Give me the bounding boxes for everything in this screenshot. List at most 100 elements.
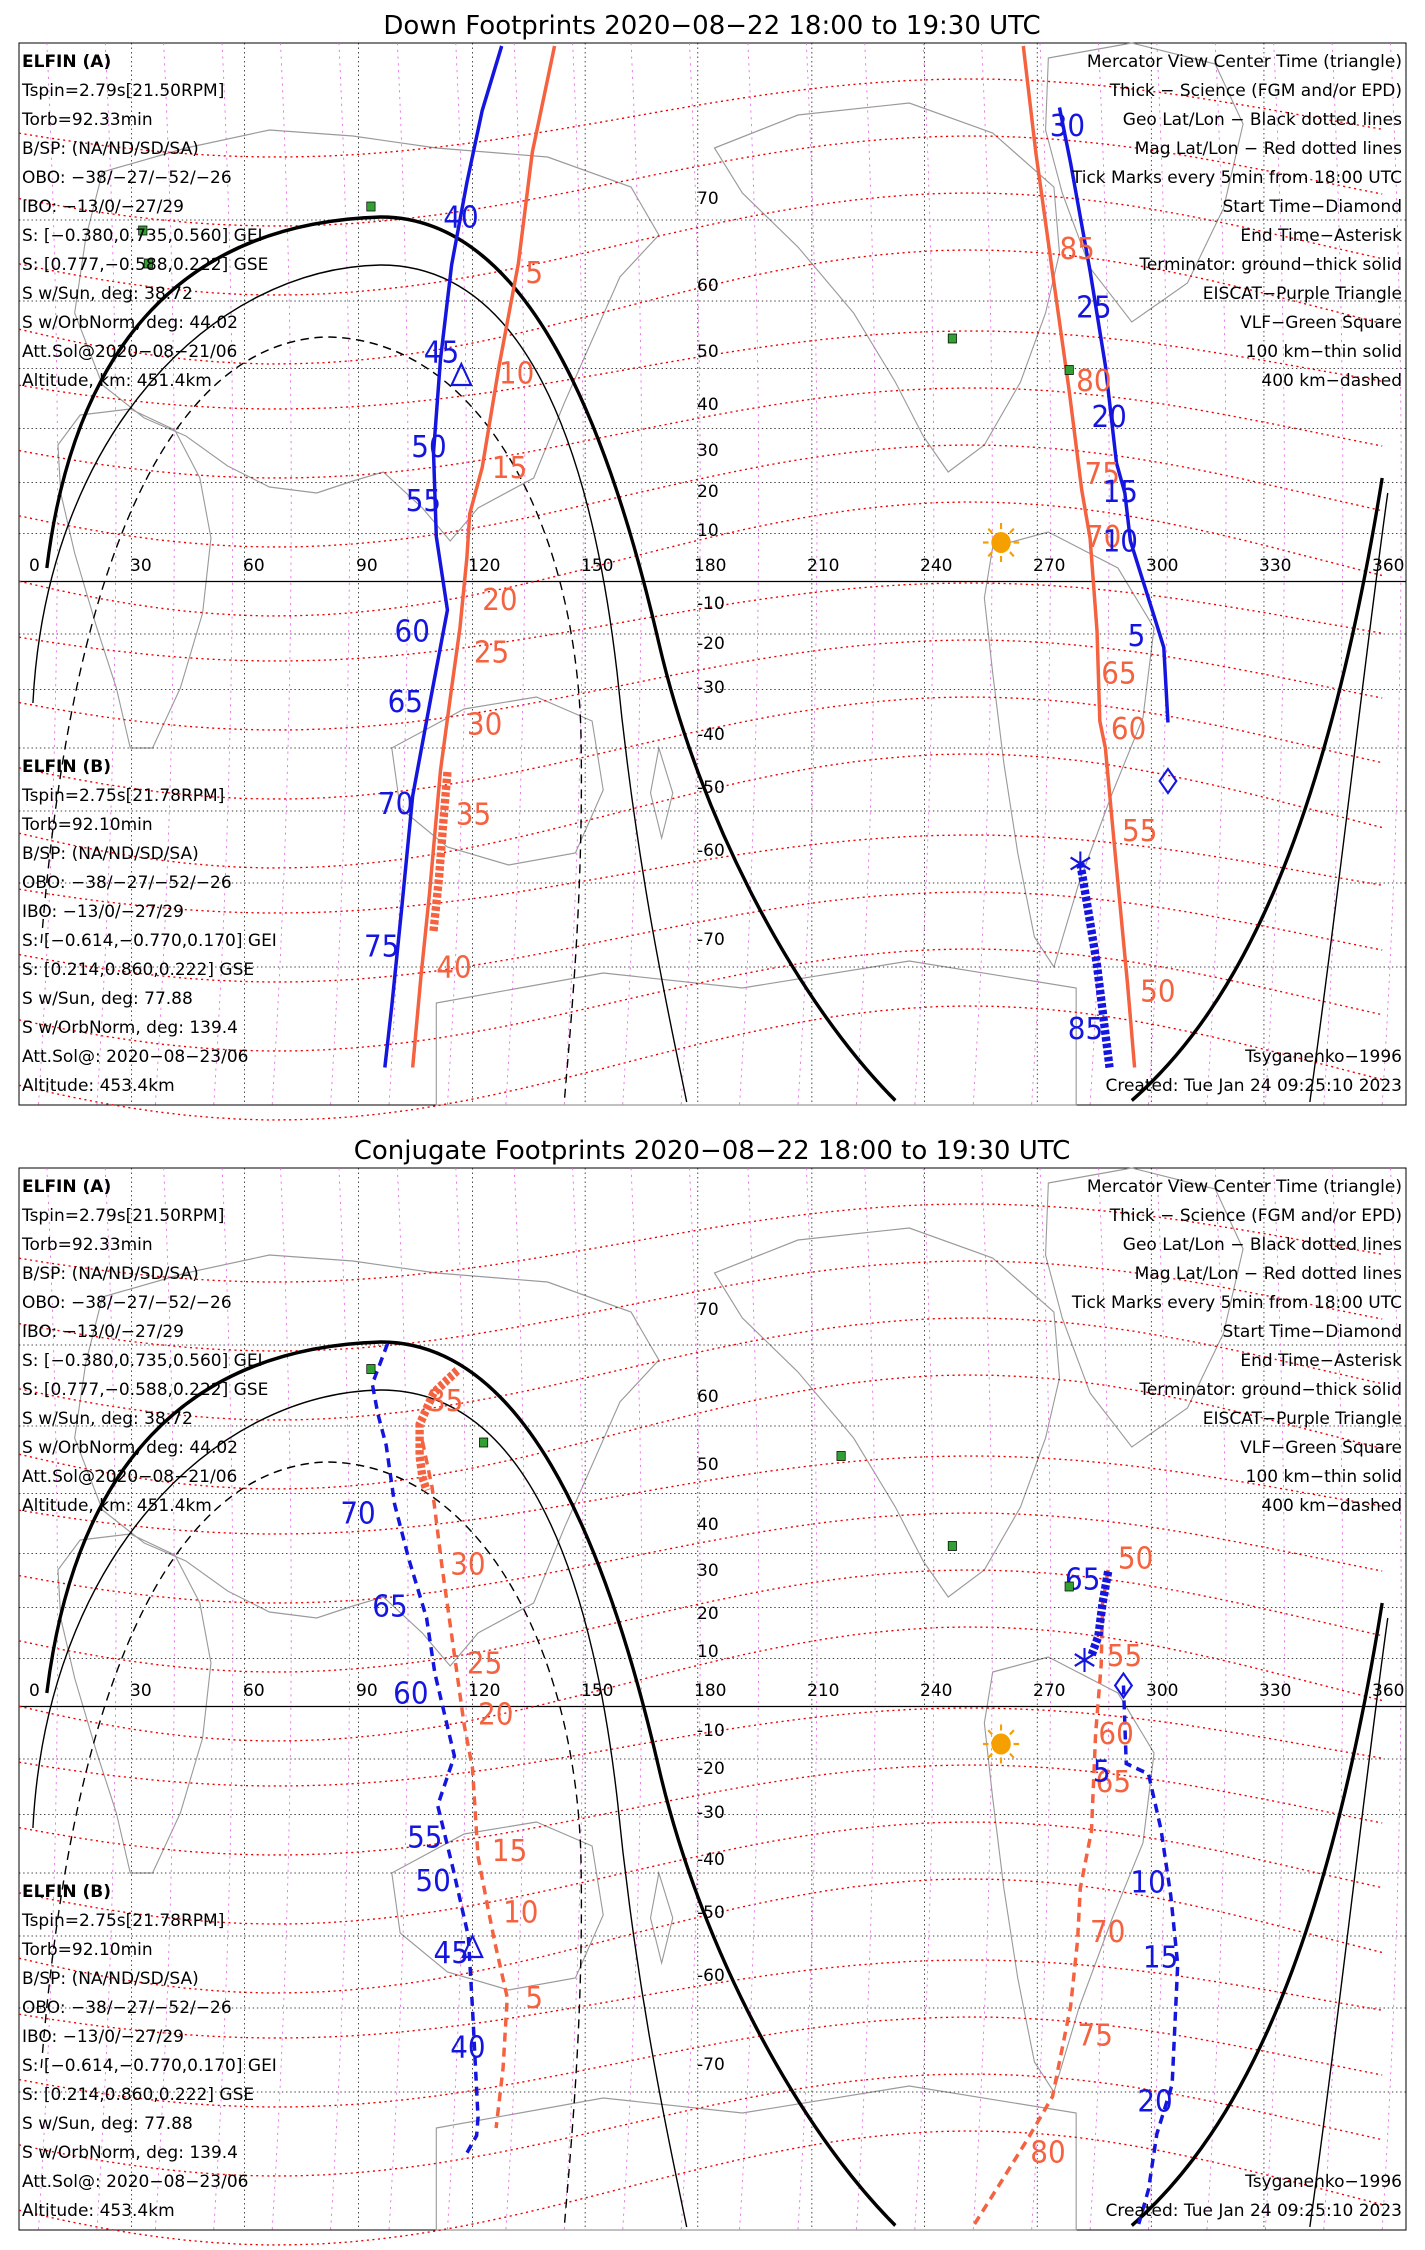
terminator-ground <box>1130 477 1384 1102</box>
terminator-ground <box>45 215 897 1102</box>
sun-ray <box>1009 527 1015 534</box>
vlf-station-square-icon <box>479 1437 489 1448</box>
elfin-a-tick-label: 60 <box>393 1676 428 1711</box>
elfin-a-tick-label: 15 <box>1103 474 1138 509</box>
elfin-b-tick-label: 25 <box>467 1646 502 1681</box>
sun-icon <box>991 532 1011 553</box>
info-line: Att.Sol@2020−08−21/06 <box>22 342 237 362</box>
info-line: IBO: −13/0/−27/29 <box>22 1322 184 1342</box>
elfin-b-tick-label: 5 <box>525 255 543 290</box>
mag-latitude-line <box>18 639 1383 731</box>
lon-label: 300 <box>1146 1681 1178 1701</box>
map-content: 8580757065605550510152025303540302520151… <box>18 42 1407 1121</box>
center-time-triangle-icon <box>449 361 473 387</box>
vlf-station-square-icon <box>1064 365 1074 375</box>
down-footprints-panel: Down Footprints 2020−08−22 18:00 to 19:3… <box>18 11 1407 1121</box>
info-line: OBO: −38/−27/−52/−26 <box>22 1998 232 2018</box>
elfin-a-tick-label: 65 <box>372 1589 407 1624</box>
lon-label: 90 <box>356 1681 378 1701</box>
elfin-b-tick-label: 10 <box>503 1895 538 1930</box>
mag-latitude-line <box>18 330 1383 410</box>
elfin-b-tick-label: 75 <box>1078 2018 1113 2053</box>
elfin-b-name: ELFIN (B) <box>22 757 111 777</box>
elfin-b-tick-label: 55 <box>1122 813 1157 848</box>
info-line: Altitude, km: 451.4km <box>22 1496 212 1516</box>
elfin-b-tick-label: 85 <box>1059 231 1094 266</box>
lon-label: 150 <box>581 556 613 576</box>
center-time-triangle-icon <box>461 1933 484 1959</box>
info-line: S: [−0.380,0.735,0.560] GEI <box>22 226 263 246</box>
info-line: S w/Sun, deg: 38.72 <box>22 1409 193 1429</box>
elfin-b-track <box>1021 45 1137 1068</box>
legend-item: Mag Lat/Lon − Red dotted lines <box>1135 1264 1403 1284</box>
lon-label: 120 <box>468 1681 500 1701</box>
lon-label: 150 <box>581 1681 613 1701</box>
info-line: Torb=92.10min <box>21 815 153 835</box>
elfin-b-tick-label: 50 <box>1118 1541 1153 1576</box>
lat-label: 40 <box>697 395 719 415</box>
mag-latitude-line <box>18 696 1383 800</box>
map-content: 3530252015105505560657075807065605550454… <box>18 1167 1407 2246</box>
vlf-station-square-icon <box>1064 1581 1074 1592</box>
mag-longitude-line <box>739 1167 760 2231</box>
lat-label: -60 <box>697 841 725 861</box>
lon-label: 0 <box>29 556 40 576</box>
lat-label: 20 <box>697 482 719 502</box>
end-time-asterisk-icon <box>1070 856 1091 871</box>
landmass-outline <box>57 408 212 749</box>
created-timestamp: Created: Tue Jan 24 09:25:10 2023 <box>1105 2201 1402 2221</box>
terminator-ground <box>1130 1602 1384 2227</box>
mag-latitude-line <box>18 1317 1383 1421</box>
elfin-b-tick-label: 70 <box>1090 1914 1125 1949</box>
info-line: S w/Sun, deg: 77.88 <box>22 989 193 1009</box>
conjugate-footprints-panel: Conjugate Footprints 2020−08−22 18:00 to… <box>0 1125 1425 2250</box>
down-footprints-svg: Down Footprints 2020−08−22 18:00 to 19:3… <box>18 11 1407 1121</box>
landmass-outline <box>391 696 604 866</box>
elfin-a-info: ELFIN (A) Tspin=2.79s[21.50RPM] Torb=92.… <box>21 1177 268 1516</box>
elfin-b-tick-label: 60 <box>1111 711 1146 746</box>
sun-ray <box>987 527 993 534</box>
info-line: S w/OrbNorm, deg: 44.02 <box>22 313 238 333</box>
sun-ray <box>1009 1752 1015 1759</box>
start-time-diamond-icon <box>1158 767 1178 795</box>
lat-label: 10 <box>697 1642 719 1662</box>
info-line: Torb=92.33min <box>21 1235 153 1255</box>
landmass-outlines <box>57 42 1244 1106</box>
elfin-b-tick-label: 40 <box>436 950 471 985</box>
info-line: Altitude, km: 451.4km <box>22 371 212 391</box>
mag-latitude-line <box>18 834 1383 914</box>
model-label: Tsyganenko−1996 <box>1244 2172 1402 2192</box>
mag-latitude-line <box>18 1374 1383 1490</box>
mag-longitude-line <box>447 1167 467 2231</box>
elfin-b-tick-label: 35 <box>428 1383 463 1418</box>
vlf-station-square-icon <box>366 201 376 212</box>
mag-longitude-line <box>855 1167 876 2231</box>
landmass-outline <box>649 1870 674 1966</box>
elfin-a-science-segment <box>1087 1570 1113 1658</box>
lat-label: 20 <box>697 1604 719 1624</box>
elfin-b-tick-label: 70 <box>1086 519 1121 554</box>
elfin-a-tick-label: 85 <box>1068 1011 1103 1046</box>
lat-label: -20 <box>697 1759 725 1779</box>
info-line: Altitude: 453.4km <box>22 2201 175 2221</box>
lat-label: 60 <box>697 276 719 296</box>
info-line: IBO: −13/0/−27/29 <box>22 197 184 217</box>
elfin-b-tick-label: 30 <box>467 707 502 742</box>
landmass-outline <box>713 102 1061 473</box>
legend: Mercator View Center Time (triangle) Thi… <box>1071 52 1402 391</box>
info-line: S: [−0.614,−0.770,0.170] GEI <box>22 2056 277 2076</box>
lat-label: -50 <box>697 778 725 798</box>
vlf-station-square-icon <box>366 1364 376 1374</box>
elfin-b-tick-label: 80 <box>1076 363 1111 398</box>
lat-label: -30 <box>697 678 725 698</box>
lat-label: -70 <box>697 2055 725 2075</box>
sun-ray <box>987 1752 993 1759</box>
sun-ray <box>1009 551 1015 558</box>
sun-ray <box>987 551 993 558</box>
mag-latitude-line <box>18 1821 1383 1925</box>
legend-item: Thick − Science (FGM and/or EPD) <box>1109 81 1402 101</box>
info-line: B/SP: (NA/ND/SD/SA) <box>22 1969 199 1989</box>
info-line: B/SP: (NA/ND/SD/SA) <box>22 844 199 864</box>
lat-label: 10 <box>697 521 719 541</box>
elfin-a-tick-label: 10 <box>1103 524 1138 559</box>
